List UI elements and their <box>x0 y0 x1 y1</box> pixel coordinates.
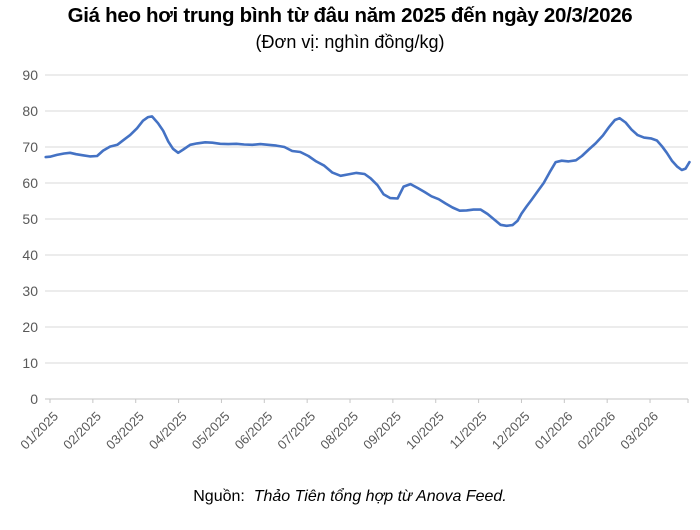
x-axis-label: 08/2025 <box>317 409 361 453</box>
x-axis-label: 04/2025 <box>146 409 190 453</box>
x-axis-label: 10/2025 <box>403 409 447 453</box>
x-axis-label: 09/2025 <box>360 409 404 453</box>
x-axis-label: 06/2025 <box>232 409 276 453</box>
y-axis-label: 70 <box>22 139 38 155</box>
x-axis-label: 12/2025 <box>489 409 533 453</box>
x-axis-label: 01/2026 <box>532 409 576 453</box>
y-axis-label: 50 <box>22 211 38 227</box>
x-axis-label: 05/2025 <box>189 409 233 453</box>
x-axis-label: 01/2025 <box>17 409 61 453</box>
y-axis-label: 90 <box>22 67 38 83</box>
chart-title: Giá heo hơi trung bình từ đâu năm 2025 đ… <box>67 4 633 27</box>
source-label: Nguồn: <box>193 488 245 505</box>
x-axis-label: 02/2026 <box>574 409 618 453</box>
y-axis-label: 20 <box>22 319 38 335</box>
price-line <box>44 115 691 228</box>
chart-subtitle: (Đơn vị: nghìn đồng/kg) <box>255 32 445 52</box>
y-axis-label: 80 <box>22 103 38 119</box>
y-axis-label: 10 <box>22 355 38 371</box>
x-axis-label: 03/2025 <box>103 409 147 453</box>
x-axis-label: 11/2025 <box>447 409 490 452</box>
x-axis-label: 02/2025 <box>60 409 104 453</box>
x-axis-label: 07/2025 <box>274 409 318 453</box>
y-axis-label: 30 <box>22 283 38 299</box>
source-text: Thảo Tiên tổng hợp từ Anova Feed. <box>253 488 507 505</box>
source-note: Nguồn: Thảo Tiên tổng hợp từ Anova Feed. <box>0 488 700 506</box>
y-axis-label: 60 <box>22 175 38 191</box>
y-axis-label: 0 <box>30 391 38 407</box>
y-axis-label: 40 <box>22 247 38 263</box>
x-axis-label: 03/2026 <box>617 409 661 453</box>
